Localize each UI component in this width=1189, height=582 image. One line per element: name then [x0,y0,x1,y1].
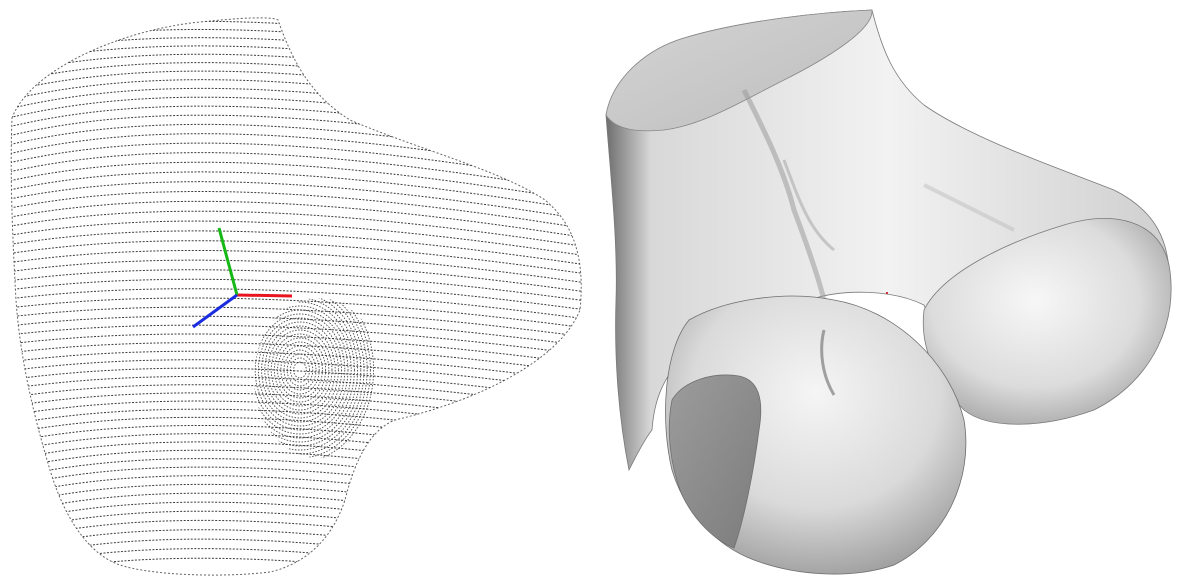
contour-line [11,288,582,321]
contour-line [11,259,582,294]
contour-line [11,408,582,447]
contour-line [11,28,582,69]
contour-line [11,152,582,195]
condyle-contour-ring [254,298,371,458]
contour-line [11,20,582,60]
contour-line [11,230,582,267]
y-axis-line [217,227,239,296]
contour-line [11,519,582,564]
z-axis-line [192,293,238,329]
intercondylar-notch-shadow [820,329,836,396]
contour-line [11,181,582,222]
surface-fold-shadow [782,159,835,252]
contour-line [11,315,582,348]
surface-mesh-view [594,0,1189,582]
surface-mesh-canvas [605,9,1172,575]
shaft-cut-cap [605,9,873,132]
condyle-contour-ring [254,298,375,458]
condyle-contour-ring [280,345,320,395]
contour-line [11,529,582,573]
point-cloud-outline [10,17,582,576]
contour-line [11,538,582,576]
intercondylar-groove-shadow [741,88,827,301]
contour-line [11,133,582,177]
condyle-contour-ring [254,309,349,431]
contour-line [11,557,582,576]
condyle-contour-lines [254,298,375,458]
condyle-contour-ring [261,321,339,419]
contour-line [11,37,582,78]
condyle-contour-ring [254,298,368,455]
point-cloud-view [0,0,594,582]
condyle-contour-ring [257,317,343,423]
condyle-contour-ring [293,361,307,379]
contour-line [11,278,582,312]
condyle-contour-ring [286,353,314,387]
contour-line [11,375,582,411]
contour-line [11,190,582,231]
condyle-contour-ring [270,333,330,407]
contour-line [11,249,582,285]
contour-line [11,350,582,384]
surface-fold-shadow-2 [923,183,1015,232]
condyle-contour-ring [267,329,333,411]
condyle-contour-ring [273,337,327,403]
condyle-contour-ring [254,313,346,427]
contour-line [11,342,582,375]
axes-triad [192,227,293,329]
condyle-contour-ring [254,298,362,447]
condyle-contour-ring [264,325,336,415]
contour-line [11,240,582,276]
condyle-contour-ring [254,298,359,443]
condyle-cut-face [668,374,762,549]
condyle-contour-ring [254,298,365,451]
condyle-contour-ring [254,305,352,435]
red-marker-point [886,292,888,294]
contour-line [11,200,582,240]
condyle-contour-ring [289,357,311,383]
contour-line [11,210,582,249]
contour-line [11,269,582,303]
condyle-contour-ring [277,341,323,399]
contour-line [11,324,582,357]
contour-line [11,161,582,204]
contour-line [11,123,582,168]
contour-line [11,220,582,258]
contour-line [11,306,582,339]
point-cloud-canvas [10,17,582,576]
condyle-contour-ring [283,349,317,391]
x-axis-line [236,293,293,298]
contour-line [11,400,582,438]
scan-contour-lines [11,17,582,576]
contour-line [11,416,582,456]
contour-line [11,171,582,213]
contour-line [11,297,582,330]
contour-line [11,17,582,51]
condyle-contour-ring [254,301,355,439]
contour-line [11,548,582,576]
lateral-condyle-surface [922,218,1172,425]
